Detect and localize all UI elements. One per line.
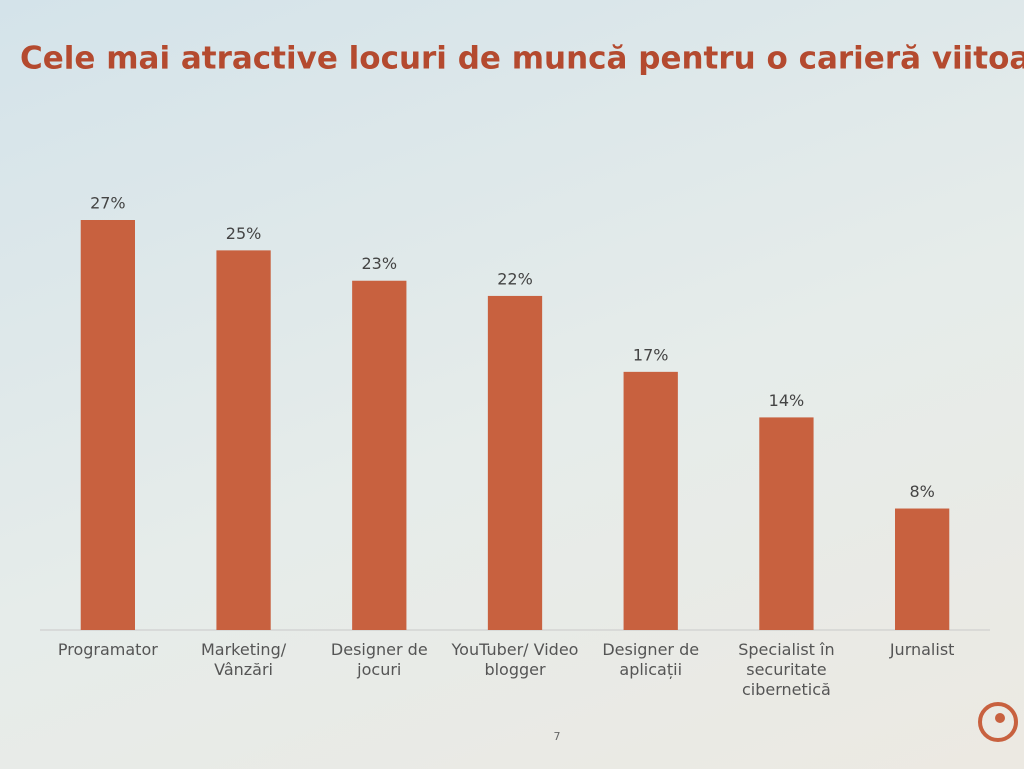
x-tick-label: YouTuber/ Video blogger xyxy=(451,640,579,679)
bar xyxy=(895,508,950,630)
bar xyxy=(487,295,543,630)
bar xyxy=(623,371,678,630)
x-tick-label: Designer de aplicații xyxy=(602,640,700,679)
x-tick-label: Designer de jocuri xyxy=(330,640,428,679)
value-label: 14% xyxy=(769,391,805,410)
value-label: 17% xyxy=(633,345,669,364)
value-label: 25% xyxy=(226,224,262,243)
page-number: 7 xyxy=(554,730,561,743)
value-label: 27% xyxy=(90,194,126,213)
bar xyxy=(80,220,135,630)
bar xyxy=(352,280,407,630)
bar xyxy=(759,417,814,630)
x-tick-label: Jurnalist xyxy=(889,640,955,659)
chart-title: Cele mai atractive locuri de muncă pentr… xyxy=(20,41,1024,77)
value-label: 23% xyxy=(362,254,398,273)
value-label: 8% xyxy=(909,482,934,501)
value-label: 22% xyxy=(497,269,533,288)
x-tick-label: Specialist în securitate cibernetică xyxy=(738,640,835,699)
x-tick-label: Programator xyxy=(57,640,158,659)
logo xyxy=(978,702,1018,742)
x-tick-label: Marketing/ Vânzări xyxy=(200,640,287,679)
bar xyxy=(216,250,271,631)
